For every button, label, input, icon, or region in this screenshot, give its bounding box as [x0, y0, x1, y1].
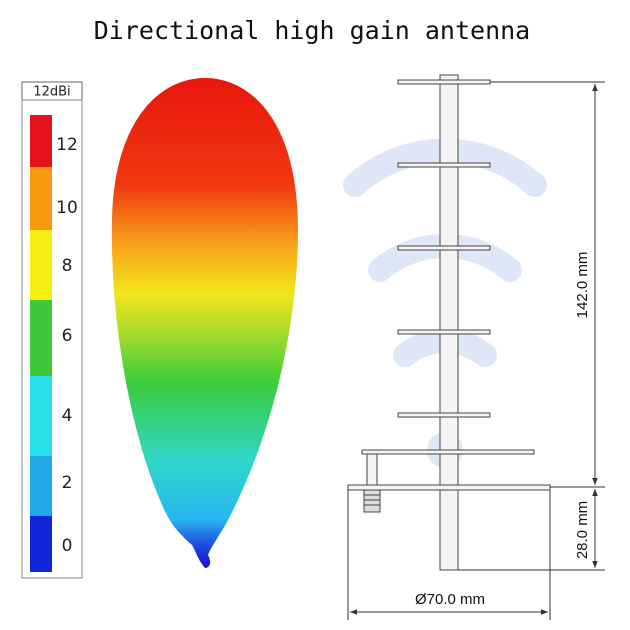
legend-label: 10 — [56, 198, 78, 218]
legend-label: 2 — [62, 473, 73, 493]
title: Directional high gain antenna — [94, 16, 531, 45]
band — [30, 376, 52, 456]
legend-label: 4 — [62, 406, 73, 426]
dimensions: 142.0 mm 28.0 mm Ø70.0 mm — [347, 81, 605, 620]
band — [30, 516, 52, 572]
band — [30, 230, 52, 300]
legend-label: 8 — [62, 256, 73, 276]
band — [30, 115, 52, 167]
legend-label: 12 — [56, 135, 78, 155]
band — [30, 300, 52, 376]
dimension-label: 142.0 mm — [574, 252, 591, 319]
band — [30, 456, 52, 516]
radiation-pattern — [111, 78, 298, 568]
legend-unit: 12dBi — [33, 85, 70, 100]
antenna — [347, 74, 551, 571]
dimension-label: Ø70.0 mm — [415, 591, 485, 608]
legend: 12dBi 12 10 8 6 4 2 0 — [21, 81, 83, 579]
dimension-label: 28.0 mm — [574, 501, 591, 559]
legend-label: 0 — [62, 536, 73, 556]
legend-label: 6 — [62, 326, 73, 346]
band — [30, 167, 52, 230]
